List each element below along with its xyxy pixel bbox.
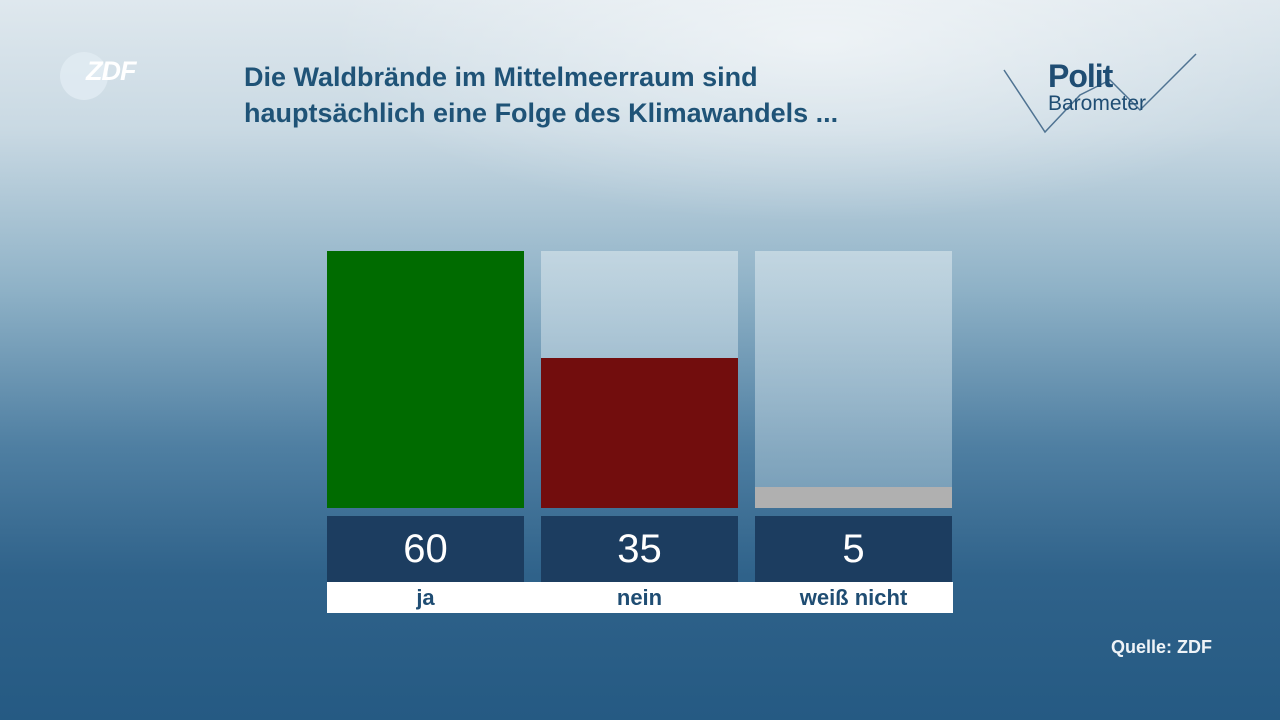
bar-track-weiss-nicht — [755, 251, 952, 508]
value-weiss-nicht: 5 — [755, 516, 952, 582]
politbarometer-logo-top: Polit — [1048, 58, 1113, 94]
bar-weiss-nicht — [755, 487, 952, 508]
label-ja: ja — [416, 585, 435, 610]
source-note: Quelle: ZDF — [1111, 637, 1213, 657]
value-nein: 35 — [541, 516, 738, 582]
bar-track-nein — [541, 251, 738, 508]
title-line-2: hauptsächlich eine Folge des Klimawandel… — [244, 98, 839, 128]
zdf-logo: ZDF — [86, 56, 136, 86]
bar-track-ja — [327, 251, 524, 508]
chart-title: Die Waldbrände im Mittelmeerraum sind ha… — [244, 59, 838, 131]
politbarometer-zigzag-icon — [1003, 53, 1197, 134]
bar-nein — [541, 358, 738, 508]
value-ja: 60 — [327, 516, 524, 582]
zdf-logo-circle — [60, 52, 108, 100]
label-nein: nein — [616, 585, 663, 610]
category-labels: ja nein weiß nicht — [327, 582, 953, 613]
title-line-1: Die Waldbrände im Mittelmeerraum sind — [244, 62, 758, 92]
label-weiss-nicht: weiß nicht — [799, 585, 908, 610]
bar-ja — [327, 251, 524, 508]
politbarometer-logo-bottom: Barometer — [1048, 92, 1147, 115]
